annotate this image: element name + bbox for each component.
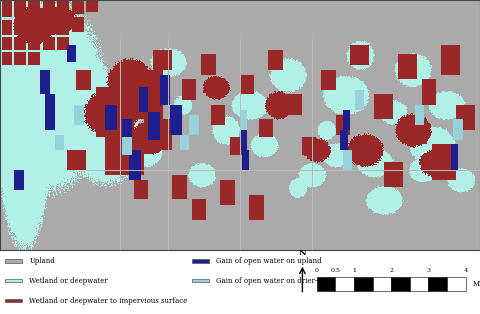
Text: N: N (299, 249, 306, 257)
Bar (192, 279, 209, 283)
Text: 3: 3 (426, 268, 431, 273)
Bar (447, 277, 466, 291)
Text: Upland: Upland (29, 257, 55, 265)
Text: Wetland or deepwater to impervious surface: Wetland or deepwater to impervious surfa… (29, 297, 188, 305)
Bar (336, 277, 354, 291)
Bar (391, 277, 410, 291)
Text: 0.5: 0.5 (330, 268, 340, 273)
Bar (5, 279, 22, 283)
Bar (192, 259, 209, 263)
Text: Wetland or deepwater: Wetland or deepwater (29, 277, 108, 285)
Text: 2: 2 (389, 268, 393, 273)
Text: Miles: Miles (473, 280, 480, 288)
Text: 4: 4 (464, 268, 468, 273)
Text: Gain of open water on drier-end vegetated wetland: Gain of open water on drier-end vegetate… (216, 277, 398, 285)
Bar (410, 277, 428, 291)
Text: Gain of open water on upland: Gain of open water on upland (216, 257, 322, 265)
Text: 0: 0 (315, 268, 319, 273)
Bar (5, 299, 22, 302)
Bar (317, 277, 336, 291)
Bar (372, 277, 391, 291)
Bar (354, 277, 372, 291)
Text: 1: 1 (352, 268, 356, 273)
Bar (5, 259, 22, 263)
Bar (429, 277, 447, 291)
